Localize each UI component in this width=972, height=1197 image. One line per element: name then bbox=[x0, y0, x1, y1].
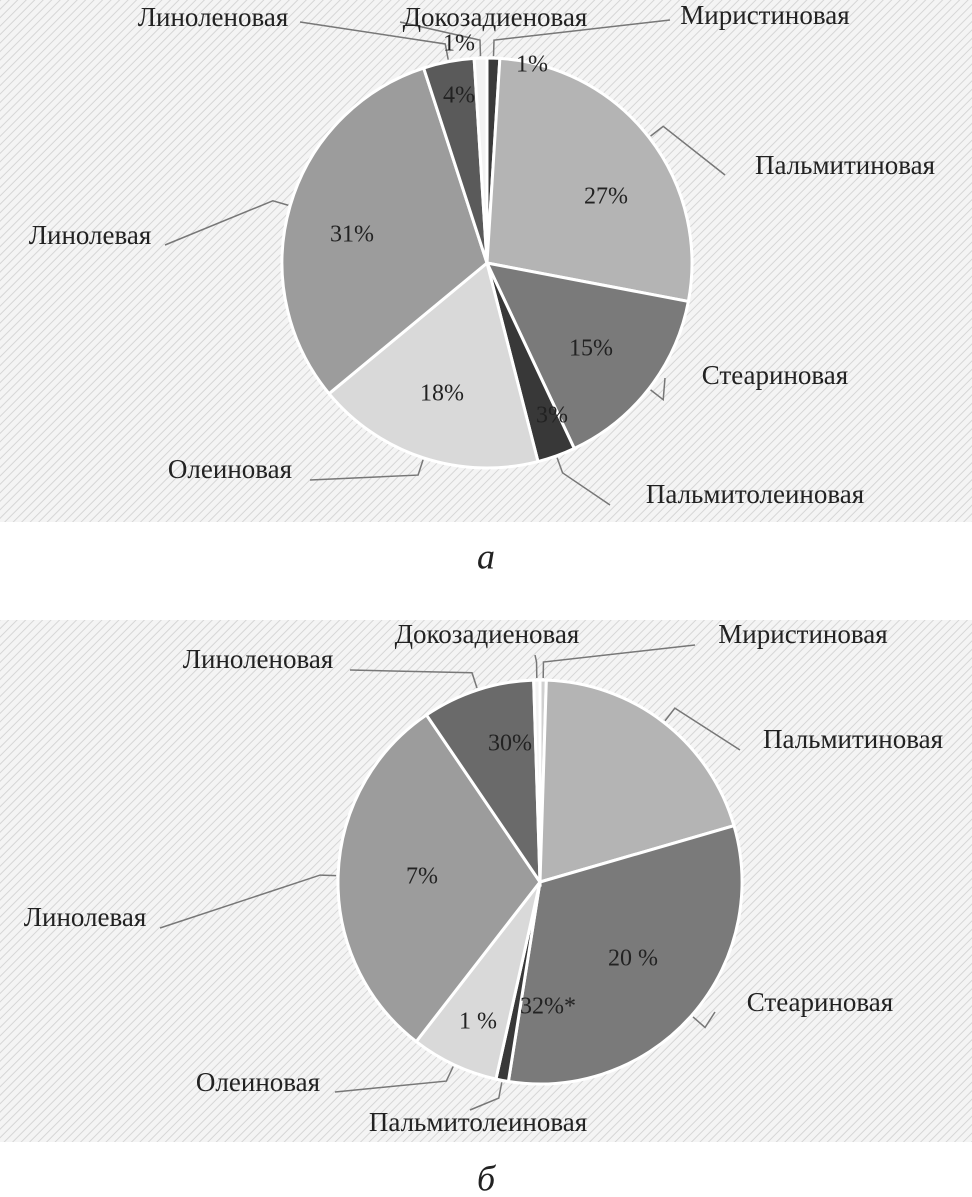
pie-slice bbox=[326, 260, 540, 470]
pie-slice bbox=[538, 678, 736, 885]
value-label: 1% bbox=[516, 52, 548, 78]
pie-slice bbox=[485, 56, 694, 304]
leader-line bbox=[650, 377, 666, 402]
leader-line bbox=[534, 654, 538, 679]
category-label: Пальмитолеиновая bbox=[369, 1107, 587, 1137]
leader-line bbox=[164, 199, 289, 246]
category-label: Стеариновая bbox=[747, 987, 893, 1017]
leader-line bbox=[399, 21, 482, 57]
pie-slice bbox=[506, 823, 744, 1086]
leader-line bbox=[299, 21, 449, 60]
category-label: Линоленовая bbox=[138, 2, 289, 32]
pie-slice bbox=[280, 66, 489, 396]
caption: а bbox=[477, 536, 495, 576]
value-label: 32%* bbox=[520, 994, 576, 1020]
value-label: 18% bbox=[420, 381, 464, 407]
category-label: Миристиновая bbox=[680, 0, 849, 30]
pie-slice bbox=[532, 678, 542, 883]
category-label: Линоленовая bbox=[183, 644, 334, 674]
pie-slice bbox=[484, 260, 691, 451]
category-label: Миристиновая bbox=[718, 619, 887, 649]
value-label: 4% bbox=[443, 83, 475, 109]
category-label: Докозадиеновая bbox=[395, 619, 580, 649]
value-label: 1% bbox=[443, 31, 475, 57]
leader-line bbox=[650, 125, 726, 176]
value-label: 31% bbox=[330, 222, 374, 248]
category-label: Стеариновая bbox=[702, 360, 848, 390]
caption: б bbox=[477, 1158, 497, 1197]
value-label: 20 % bbox=[608, 946, 658, 972]
category-label: Линолевая bbox=[29, 220, 152, 250]
value-label: 7% bbox=[406, 864, 438, 890]
pie-slice bbox=[472, 56, 489, 264]
leader-line bbox=[349, 669, 478, 689]
leader-line bbox=[542, 644, 696, 679]
leader-line bbox=[469, 1082, 503, 1111]
value-label: 30% bbox=[488, 731, 532, 757]
leader-line bbox=[492, 19, 671, 57]
value-label: 3% bbox=[536, 403, 568, 429]
category-label: Пальмитиновая bbox=[755, 150, 935, 180]
value-label: 15% bbox=[569, 336, 613, 362]
category-label: Докозадиеновая bbox=[403, 2, 588, 32]
category-label: Пальмитиновая bbox=[763, 724, 943, 754]
category-label: Пальмитолеиновая bbox=[646, 479, 864, 509]
value-label: 27% bbox=[584, 184, 628, 210]
leader-line bbox=[334, 1066, 454, 1093]
leader-line bbox=[664, 707, 741, 751]
leader-line bbox=[159, 874, 337, 929]
value-label: 1 % bbox=[459, 1009, 497, 1035]
leader-line bbox=[309, 459, 424, 481]
leader-line bbox=[692, 1011, 716, 1029]
pie-slice bbox=[336, 712, 542, 1044]
leader-line bbox=[556, 457, 611, 506]
pie-slice bbox=[424, 678, 542, 888]
category-label: Линолевая bbox=[24, 902, 147, 932]
category-label: Олеиновая bbox=[196, 1067, 320, 1097]
category-label: Олеиновая bbox=[168, 454, 292, 484]
